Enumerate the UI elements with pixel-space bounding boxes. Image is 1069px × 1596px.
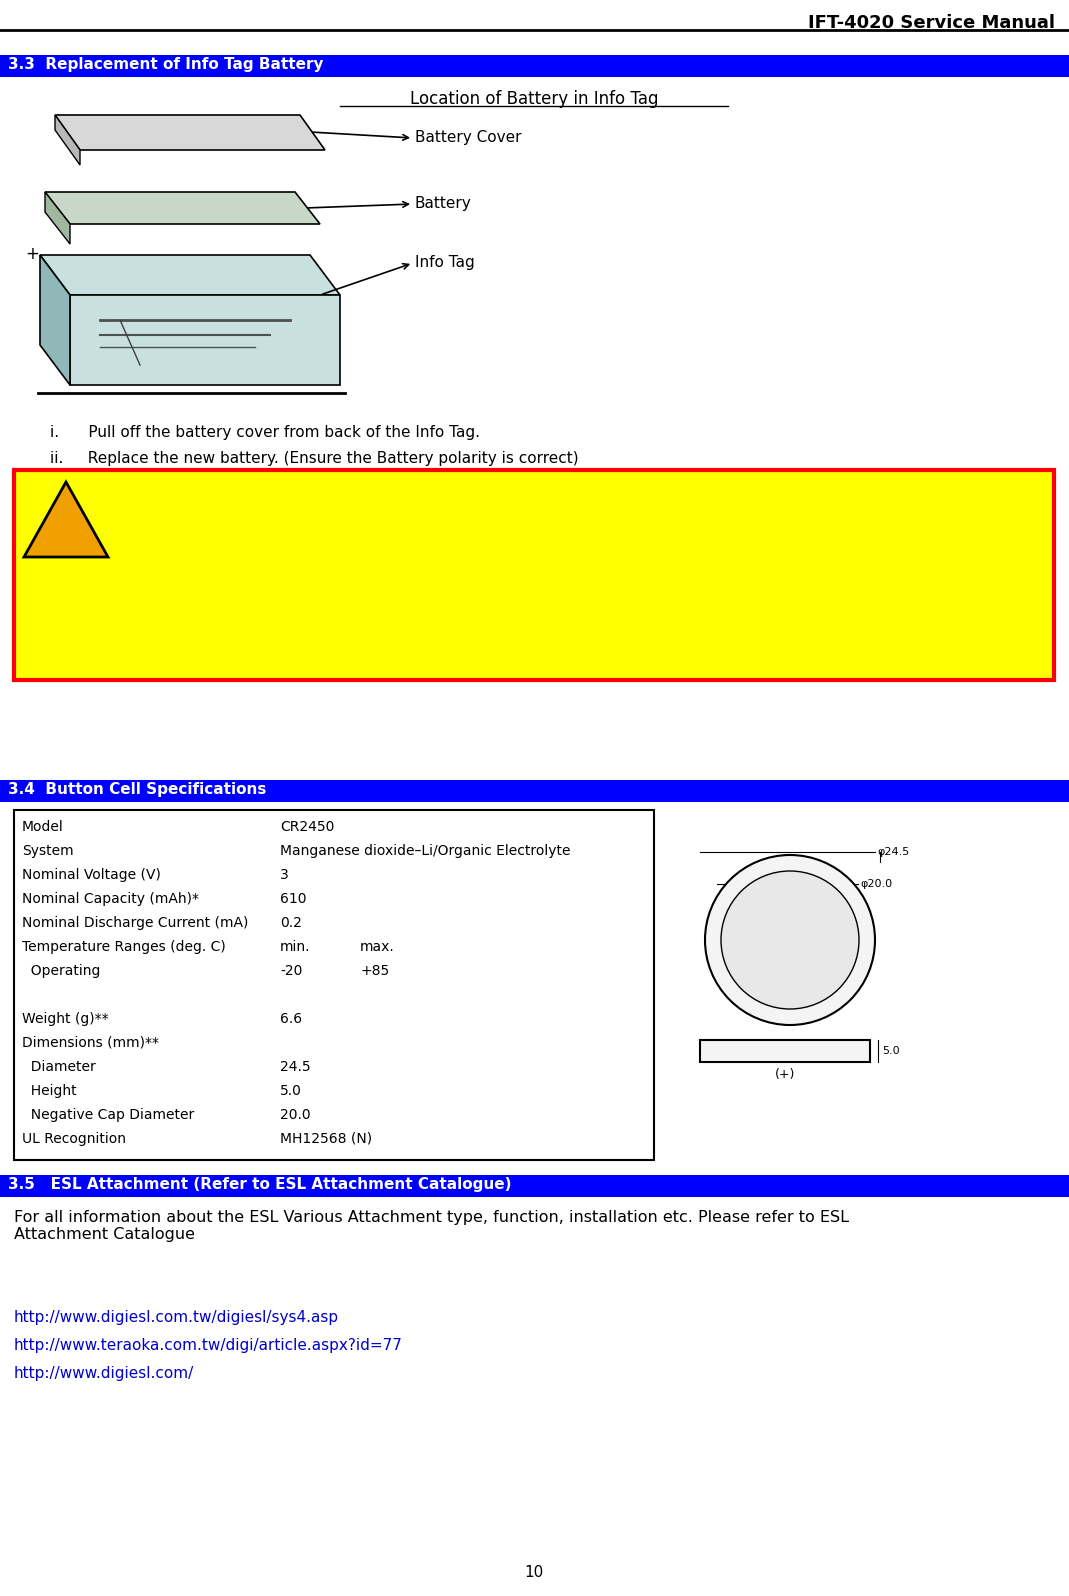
- Text: i.      Pull off the battery cover from back of the Info Tag.: i. Pull off the battery cover from back …: [50, 425, 480, 440]
- Text: Nominal Discharge Current (mA): Nominal Discharge Current (mA): [22, 916, 248, 930]
- Text: (+): (+): [775, 1068, 795, 1080]
- Text: System: System: [22, 844, 74, 859]
- Bar: [0, 780, 1069, 803]
- Text: Nominal Voltage (V): Nominal Voltage (V): [22, 868, 160, 883]
- Text: ii.      Do not heat or dispose of fire. May burst or release toxic material.: ii. Do not heat or dispose of fire. May …: [122, 551, 740, 565]
- Polygon shape: [45, 192, 69, 244]
- Text: Height: Height: [22, 1084, 77, 1098]
- Text: Temperature Ranges (deg. C): Temperature Ranges (deg. C): [22, 940, 226, 954]
- Text: iv.     Do not short circuit.: iv. Do not short circuit.: [122, 610, 340, 626]
- Text: min.: min.: [280, 940, 310, 954]
- Polygon shape: [69, 295, 340, 385]
- Polygon shape: [40, 255, 69, 385]
- Text: 10: 10: [525, 1566, 544, 1580]
- Text: 20.0: 20.0: [280, 1108, 311, 1122]
- Text: Model: Model: [22, 820, 64, 835]
- Text: -20: -20: [280, 964, 303, 978]
- Text: max.: max.: [360, 940, 394, 954]
- Text: !: !: [59, 511, 73, 539]
- Text: 610: 610: [280, 892, 307, 907]
- Bar: [700, 1041, 870, 1061]
- Text: 0.2: 0.2: [280, 916, 301, 930]
- Text: φ24.5: φ24.5: [877, 847, 910, 857]
- Text: Location of Battery in Info Tag: Location of Battery in Info Tag: [409, 89, 659, 109]
- Text: Diameter: Diameter: [22, 1060, 96, 1074]
- Text: Operating: Operating: [22, 964, 100, 978]
- Text: 6.6: 6.6: [280, 1012, 303, 1026]
- Text: Manganese dioxide–Li/Organic Electrolyte: Manganese dioxide–Li/Organic Electrolyte: [280, 844, 571, 859]
- Bar: [0, 54, 1069, 77]
- Polygon shape: [55, 115, 80, 164]
- Bar: [14, 469, 1054, 680]
- Text: Negative Cap Diameter: Negative Cap Diameter: [22, 1108, 195, 1122]
- Text: Battery: Battery: [415, 196, 471, 211]
- Text: UL Recognition: UL Recognition: [22, 1132, 126, 1146]
- Text: +: +: [25, 246, 38, 263]
- Text: For all information about the ESL Various Attachment type, function, installatio: For all information about the ESL Variou…: [14, 1210, 849, 1242]
- Ellipse shape: [704, 855, 876, 1025]
- Text: (−): (−): [770, 924, 790, 937]
- Text: 3.5   ESL Attachment (Refer to ESL Attachment Catalogue): 3.5 ESL Attachment (Refer to ESL Attachm…: [7, 1176, 511, 1192]
- Text: ii.     Replace the new battery. (Ensure the Battery polarity is correct): ii. Replace the new battery. (Ensure the…: [50, 452, 578, 466]
- Polygon shape: [55, 115, 325, 150]
- Text: 5.0: 5.0: [882, 1045, 900, 1057]
- Text: 3.3  Replacement of Info Tag Battery: 3.3 Replacement of Info Tag Battery: [7, 57, 324, 72]
- Polygon shape: [24, 482, 108, 557]
- Text: Battery Cover: Battery Cover: [415, 129, 522, 145]
- Text: Info Tag: Info Tag: [415, 255, 475, 270]
- Bar: [14, 811, 654, 1160]
- Text: MH12568 (N): MH12568 (N): [280, 1132, 372, 1146]
- Text: 24.5: 24.5: [280, 1060, 311, 1074]
- Polygon shape: [40, 255, 340, 295]
- Text: http://www.digiesl.com/: http://www.digiesl.com/: [14, 1366, 195, 1381]
- Text: Caution: Dispose of the Battery according the Safety Guideline.: Caution: Dispose of the Battery accordin…: [122, 482, 699, 496]
- Text: 3: 3: [280, 868, 289, 883]
- Text: http://www.digiesl.com.tw/digiesl/sys4.asp: http://www.digiesl.com.tw/digiesl/sys4.a…: [14, 1310, 339, 1325]
- Text: http://www.teraoka.com.tw/digi/article.aspx?id=77: http://www.teraoka.com.tw/digi/article.a…: [14, 1337, 403, 1353]
- Text: 5.0: 5.0: [280, 1084, 301, 1098]
- Text: CR2450: CR2450: [280, 820, 335, 835]
- Ellipse shape: [721, 871, 859, 1009]
- Text: Weight (g)**: Weight (g)**: [22, 1012, 109, 1026]
- Text: +85: +85: [360, 964, 389, 978]
- Text: IFT-4020 Service Manual: IFT-4020 Service Manual: [808, 14, 1055, 32]
- Text: Nominal Capacity (mAh)*: Nominal Capacity (mAh)*: [22, 892, 199, 907]
- Text: iii.     Do not charge.: iii. Do not charge.: [122, 579, 296, 595]
- Text: Dimensions (mm)**: Dimensions (mm)**: [22, 1036, 159, 1050]
- Text: 3.4  Button Cell Specifications: 3.4 Button Cell Specifications: [7, 782, 266, 796]
- Text: φ20.0: φ20.0: [859, 879, 893, 889]
- Text: v.      Do not solder the battery directly.: v. Do not solder the battery directly.: [122, 640, 461, 654]
- Text: i.      Avoid placing the battery in reverse polarity.: i. Avoid placing the battery in reverse …: [122, 520, 549, 535]
- Bar: [0, 1175, 1069, 1197]
- Polygon shape: [45, 192, 320, 223]
